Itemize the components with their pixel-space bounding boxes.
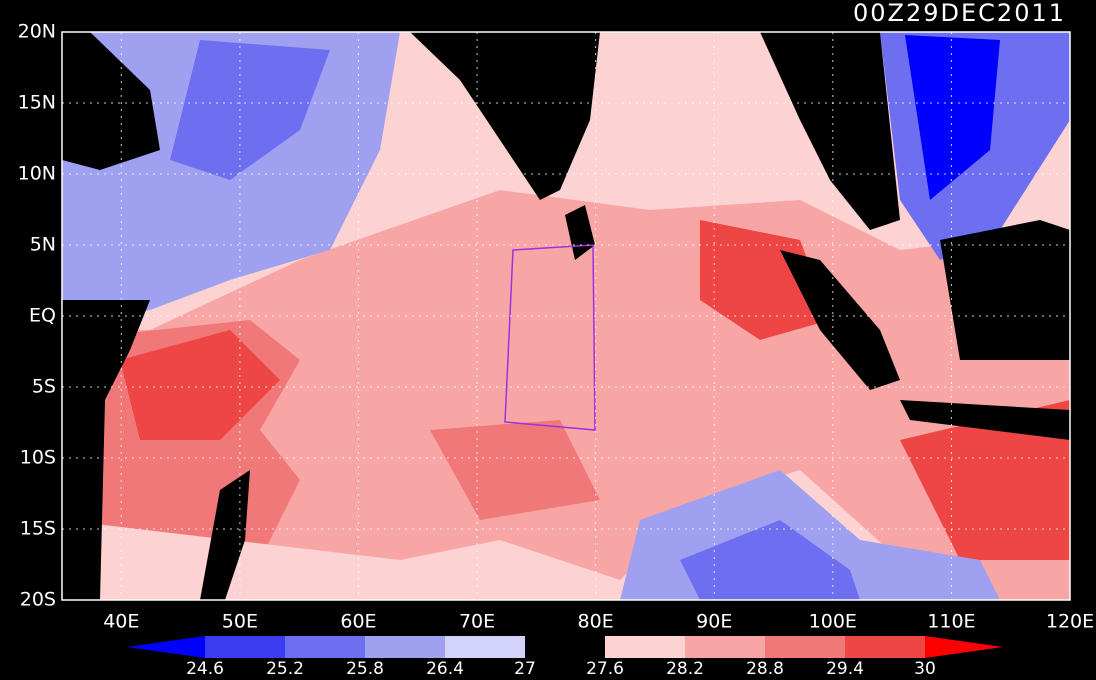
colorbar-segment	[765, 636, 845, 658]
colorbar-segment	[605, 636, 685, 658]
lon-label: 80E	[578, 611, 614, 633]
colorbar-label: 28.2	[666, 659, 704, 679]
arabian-sea-cooler	[170, 40, 330, 180]
colorbar-label: 24.6	[186, 659, 224, 679]
lat-label: 15N	[18, 92, 56, 114]
lon-label: 40E	[103, 611, 139, 633]
lat-label: 20N	[18, 21, 56, 43]
grid: 20N 15N 10N 5N EQ 5S 10S 15S 20S 40E 50E 60E 70E 80E 9…	[18, 21, 1095, 633]
lon-label: 100E	[809, 611, 857, 633]
colorbar-label: 25.8	[346, 659, 384, 679]
land-arabia	[62, 32, 160, 170]
south-warm	[430, 420, 600, 520]
region-box	[504, 244, 596, 431]
land-madagascar	[200, 470, 250, 600]
colorbar-label: 25.2	[266, 659, 304, 679]
lon-label: 120E	[1046, 611, 1094, 633]
lat-label: EQ	[29, 305, 56, 327]
plot-frame	[61, 31, 1071, 601]
colorbar-label: 26.4	[426, 659, 464, 679]
colorbar-segment	[445, 636, 525, 658]
lon-label: 110E	[927, 611, 975, 633]
land-java	[900, 400, 1070, 440]
colorbar-label: 27	[514, 659, 536, 679]
land-india	[410, 32, 600, 200]
map-title: 00Z29DEC2011	[853, 0, 1066, 27]
gulf-cold	[905, 35, 1000, 200]
land-borneo	[940, 220, 1070, 360]
colorbar-label: 28.8	[746, 659, 784, 679]
lon-label: 70E	[459, 611, 495, 633]
colorbar-segment	[365, 636, 445, 658]
colorbar-arrow	[925, 636, 1003, 658]
colorbar-segment	[685, 636, 765, 658]
colorbar-segment	[205, 636, 285, 658]
colorbar-segment	[525, 636, 605, 658]
east-hot	[900, 400, 1070, 560]
land-africa	[62, 300, 150, 600]
lon-label: 50E	[222, 611, 258, 633]
colorbar: 24.6 25.2 25.8 26.4 27 27.6 28.2 28.8 29.4 30	[127, 636, 1003, 679]
lon-label: 60E	[340, 611, 376, 633]
colorbar-arrow	[127, 636, 205, 658]
land-sumatra	[780, 250, 900, 390]
lat-label: 20S	[20, 589, 56, 611]
west-hot	[120, 330, 280, 440]
colorbar-segment	[845, 636, 925, 658]
south-blue-deep	[680, 520, 860, 600]
lat-label: 5S	[32, 376, 56, 398]
lat-label: 15S	[20, 518, 56, 540]
colorbar-label: 27.6	[586, 659, 624, 679]
lat-label: 5N	[30, 234, 56, 256]
lat-label: 10S	[20, 447, 56, 469]
lat-label: 10N	[18, 163, 56, 185]
lon-label: 90E	[696, 611, 732, 633]
sumatra-hot	[700, 220, 830, 340]
colorbar-label: 30	[914, 659, 936, 679]
land-indochina	[760, 32, 900, 230]
colorbar-segment	[285, 636, 365, 658]
colorbar-label: 29.4	[826, 659, 864, 679]
